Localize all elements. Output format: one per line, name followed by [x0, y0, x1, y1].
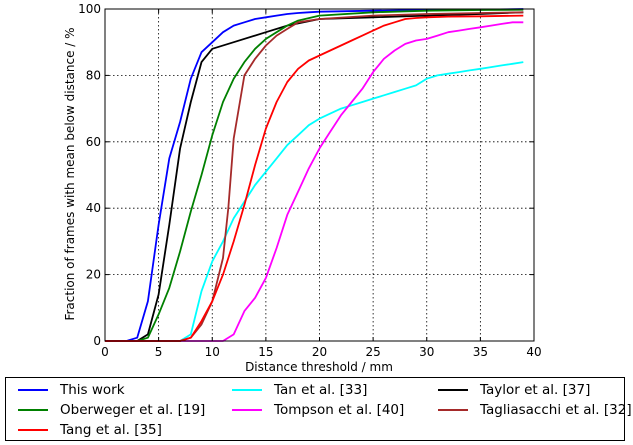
- x-tick-label: 40: [526, 345, 541, 359]
- legend-item-this-work: This work: [18, 380, 125, 400]
- legend-item-taylor: Taylor et al. [37]: [438, 380, 590, 400]
- legend-swatch: [18, 429, 48, 431]
- series-line-tan-et-al-33: [105, 61, 524, 342]
- series-lines: [105, 8, 524, 342]
- x-tick-label: 15: [258, 345, 273, 359]
- x-tick-label: 10: [205, 345, 220, 359]
- legend-label: Tompson et al. [40]: [274, 402, 405, 418]
- grid-lines: [105, 9, 534, 341]
- series-line-this-work: [105, 8, 524, 342]
- series-line-taylor-et-al-37: [105, 11, 524, 342]
- y-tick-label: 100: [78, 2, 101, 16]
- legend-item-tan: Tan et al. [33]: [232, 380, 367, 400]
- legend-item-tagliasacchi: Tagliasacchi et al. [32]: [438, 400, 632, 420]
- x-tick-label: 30: [419, 345, 434, 359]
- legend-item-tang: Tang et al. [35]: [18, 420, 162, 440]
- legend-label: Tan et al. [33]: [274, 382, 368, 398]
- legend-swatch: [438, 409, 468, 411]
- series-line-tang-et-al-35: [105, 14, 524, 342]
- y-tick-label: 60: [86, 135, 101, 149]
- x-tick-label: 5: [155, 345, 163, 359]
- series-line-tompson-et-al-40: [105, 21, 524, 342]
- legend-label: Oberweger et al. [19]: [60, 402, 206, 418]
- legend-swatch: [438, 389, 468, 391]
- legend-item-oberweger: Oberweger et al. [19]: [18, 400, 205, 420]
- legend-swatch: [232, 409, 262, 411]
- legend-swatch: [18, 409, 48, 411]
- y-tick-label: 20: [86, 268, 101, 282]
- y-tick-label: 40: [86, 201, 101, 215]
- plot-area-frame: [104, 8, 535, 342]
- legend-label: Tagliasacchi et al. [32]: [480, 402, 632, 418]
- axis-ticks: 0 5 10 15 20 25 30 35 40 0 20 40 60 80 100: [78, 2, 542, 359]
- series-line-tagliasacchi-et-al-32: [105, 11, 524, 342]
- legend-label: This work: [60, 382, 125, 398]
- x-tick-label: 25: [365, 345, 380, 359]
- x-tick-label: 20: [312, 345, 327, 359]
- x-tick-label: 0: [101, 345, 109, 359]
- x-tick-label: 35: [473, 345, 488, 359]
- legend-item-tompson: Tompson et al. [40]: [232, 400, 404, 420]
- y-tick-label: 80: [86, 68, 101, 82]
- legend-label: Taylor et al. [37]: [480, 382, 591, 398]
- y-tick-label: 0: [93, 334, 101, 348]
- legend-swatch: [18, 389, 48, 391]
- x-axis-label: Distance threshold / mm: [245, 360, 393, 374]
- chart-legend: This work Tan et al. [33] Taylor et al. …: [5, 377, 632, 441]
- legend-swatch: [232, 389, 262, 391]
- legend-label: Tang et al. [35]: [60, 422, 162, 438]
- y-axis-label: Fraction of frames with mean below dista…: [63, 27, 77, 320]
- line-chart: 0 5 10 15 20 25 30 35 40 0 20 40 60 80 100 Distance th…: [63, 2, 542, 374]
- series-line-oberweger-et-al-19: [105, 8, 524, 342]
